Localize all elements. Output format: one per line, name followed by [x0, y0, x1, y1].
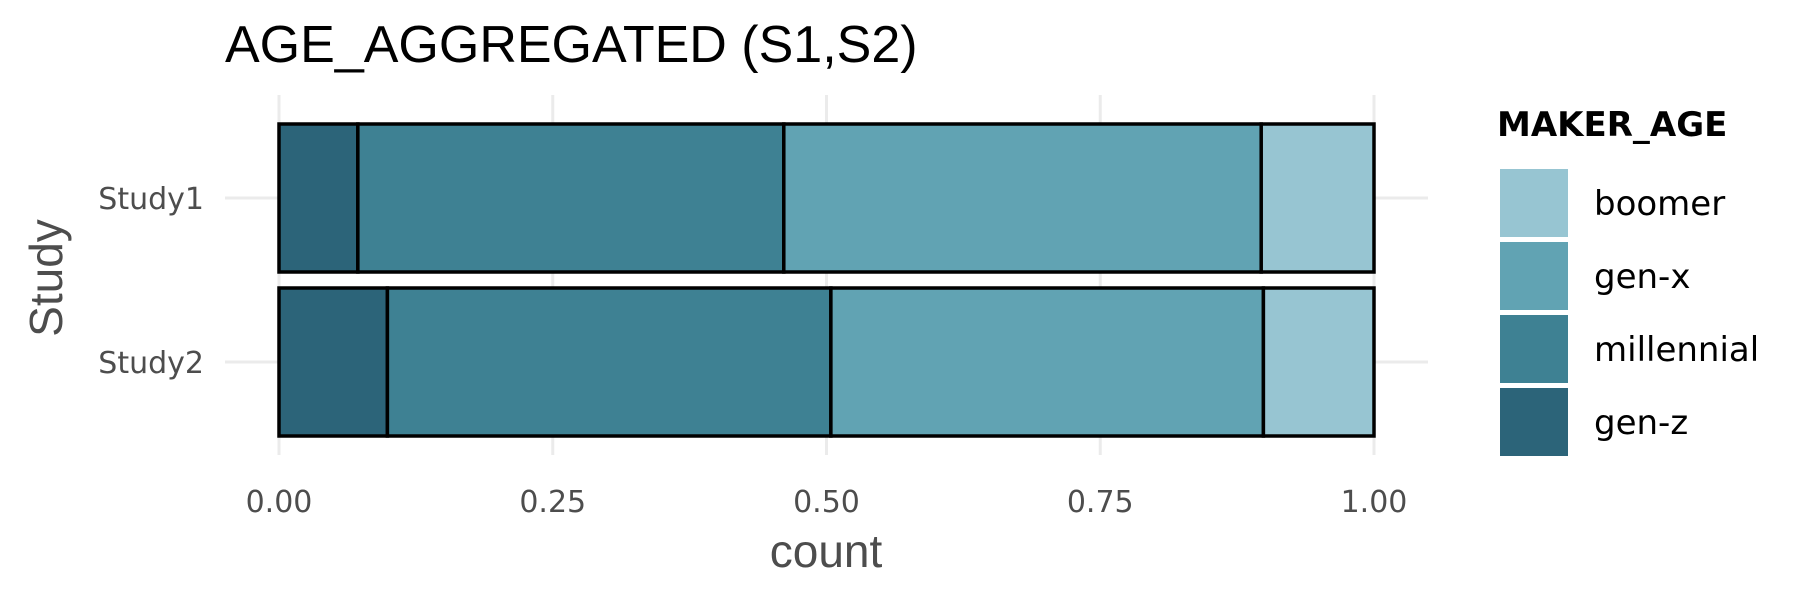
- legend-label: gen-z: [1594, 403, 1688, 443]
- legend-items: boomer gen-x millennial gen-z: [1500, 169, 1759, 456]
- chart-title: AGE_AGGREGATED (S1,S2): [225, 16, 918, 74]
- legend-key: [1500, 315, 1568, 383]
- x-tick-label: 0.75: [1067, 485, 1134, 520]
- bar-segment: [829, 286, 1266, 438]
- bar-segment: [356, 122, 786, 274]
- bar-segment: [1259, 122, 1376, 274]
- bar-segment: [1261, 286, 1376, 438]
- bar-segment: [385, 286, 833, 438]
- x-tick-label: 0.50: [793, 485, 860, 520]
- x-tick-label: 0.00: [246, 485, 313, 520]
- bar-segment: [277, 286, 390, 438]
- y-axis-title: Study: [20, 219, 72, 337]
- bar-segment: [782, 122, 1263, 274]
- y-tick-layer: Study1 Study2: [98, 182, 204, 381]
- y-tick-label: Study2: [98, 346, 204, 381]
- legend: MAKER_AGE boomer gen-x millennial gen-z: [1497, 105, 1759, 456]
- legend-title: MAKER_AGE: [1497, 105, 1727, 145]
- x-axis-title: count: [770, 525, 883, 577]
- legend-label: gen-x: [1594, 257, 1690, 297]
- legend-label: millennial: [1594, 330, 1759, 370]
- x-tick-label: 1.00: [1341, 485, 1408, 520]
- bar-segment: [277, 122, 360, 274]
- x-tick-layer: 0.00 0.25 0.50 0.75 1.00: [246, 485, 1408, 520]
- legend-key: [1500, 388, 1568, 456]
- legend-key: [1500, 169, 1568, 237]
- x-tick-label: 0.25: [519, 485, 586, 520]
- legend-key: [1500, 242, 1568, 310]
- y-tick-label: Study1: [98, 182, 204, 217]
- legend-label: boomer: [1594, 184, 1725, 224]
- bar-layer: [277, 122, 1376, 438]
